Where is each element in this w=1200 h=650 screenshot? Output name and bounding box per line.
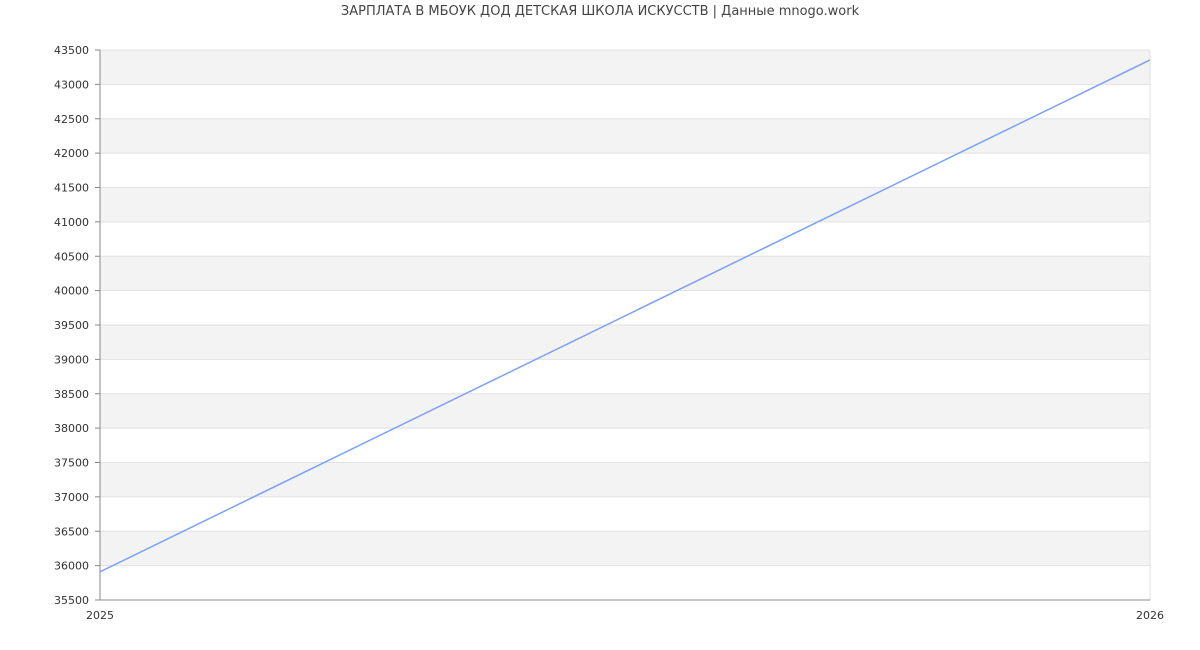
grid-band bbox=[100, 325, 1150, 360]
y-tick-label: 38500 bbox=[54, 388, 89, 401]
y-tick-label: 42000 bbox=[54, 147, 89, 160]
y-tick-label: 40500 bbox=[54, 250, 89, 263]
x-tick-label: 2025 bbox=[86, 609, 114, 622]
grid-band bbox=[100, 393, 1150, 429]
y-tick-label: 41500 bbox=[54, 182, 89, 195]
chart-title: ЗАРПЛАТА В МБОУК ДОД ДЕТСКАЯ ШКОЛА ИСКУС… bbox=[340, 4, 860, 19]
y-tick-label: 39000 bbox=[54, 353, 89, 366]
grid-band bbox=[100, 118, 1150, 154]
y-tick-label: 40000 bbox=[54, 285, 89, 298]
y-tick-label: 43000 bbox=[54, 78, 89, 91]
y-tick-label: 36000 bbox=[54, 560, 89, 573]
y-tick-label: 38000 bbox=[54, 422, 89, 435]
y-tick-label: 37500 bbox=[54, 457, 89, 470]
y-tick-label: 39500 bbox=[54, 319, 89, 332]
y-tick-label: 35500 bbox=[54, 594, 89, 607]
grid-band bbox=[100, 50, 1150, 85]
y-tick-label: 43500 bbox=[54, 44, 89, 57]
y-tick-label: 42500 bbox=[54, 113, 89, 126]
y-tick-label: 37000 bbox=[54, 491, 89, 504]
y-tick-label: 41000 bbox=[54, 216, 89, 229]
grid-band bbox=[100, 531, 1150, 566]
grid-band bbox=[100, 256, 1150, 291]
x-tick-label: 2026 bbox=[1136, 609, 1164, 622]
series-line bbox=[99, 59, 1151, 573]
y-tick-label: 36500 bbox=[54, 525, 89, 538]
grid-band bbox=[100, 187, 1150, 222]
grid-band bbox=[100, 462, 1150, 497]
